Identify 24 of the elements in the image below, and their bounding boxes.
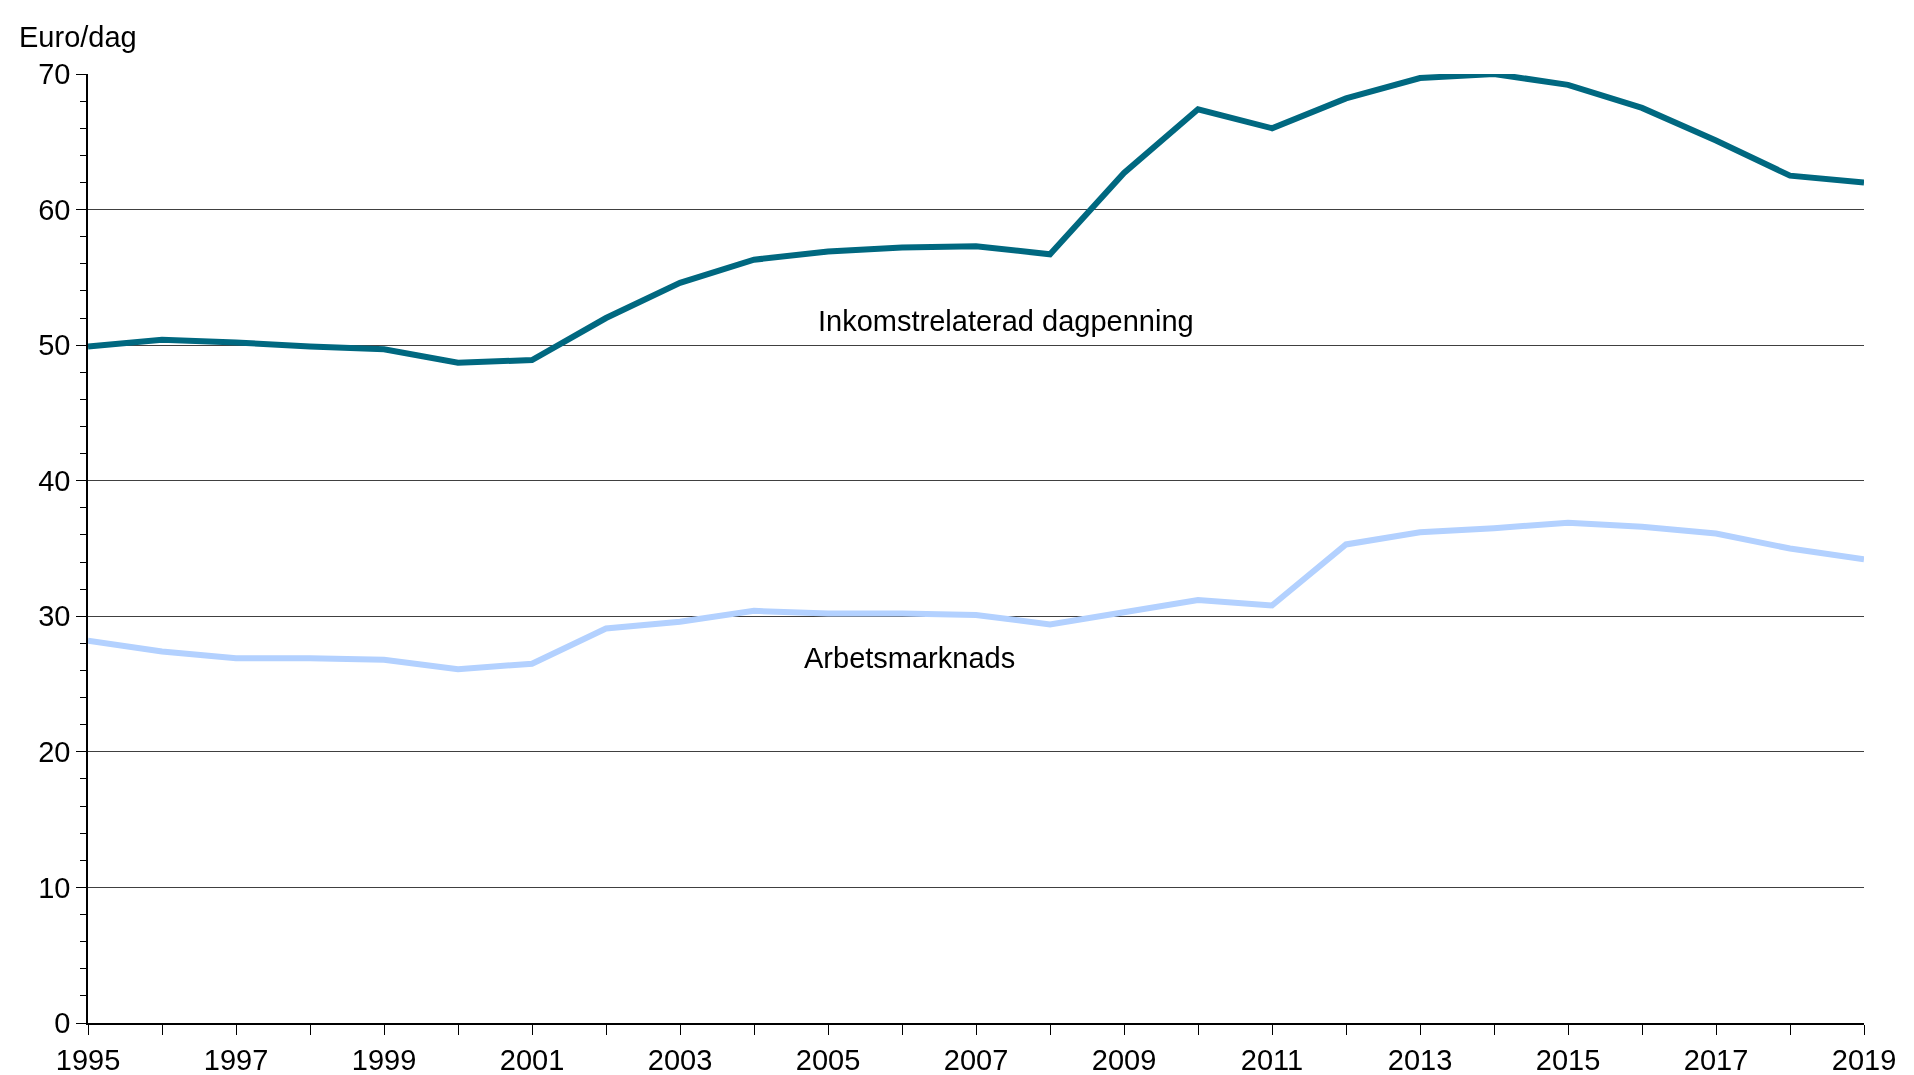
- x-tick-label: 1995: [55, 1043, 121, 1075]
- x-tick-label: 2013: [1387, 1043, 1453, 1075]
- y-tick-label: 50: [38, 329, 71, 362]
- x-tick-label: 2007: [943, 1043, 1009, 1075]
- x-tick-label: 2017: [1683, 1043, 1749, 1075]
- x-tick-label: 2001: [499, 1043, 565, 1075]
- x-tick-label: 2019: [1831, 1043, 1897, 1075]
- x-tick-label: 1999: [351, 1043, 417, 1075]
- y-tick-label: 10: [38, 871, 71, 904]
- x-tick-label: 2005: [795, 1043, 861, 1075]
- y-tick-label: 30: [38, 600, 71, 633]
- y-tick-label: 0: [54, 1007, 71, 1040]
- y-tick-label: 70: [38, 58, 71, 91]
- x-tick-label: 2003: [647, 1043, 713, 1075]
- y-axis-title: Euro/dag: [19, 21, 137, 53]
- x-tick-label: 2011: [1240, 1043, 1304, 1075]
- series-label: Arbetsmarknads: [804, 642, 1016, 674]
- x-tick-label: 1997: [203, 1043, 269, 1075]
- y-tick-label: 40: [38, 464, 71, 497]
- x-tick-label: 2009: [1091, 1043, 1157, 1075]
- y-tick-label: 60: [38, 193, 71, 226]
- series-label: Inkomstrelaterad dagpenning: [818, 305, 1194, 337]
- y-tick-label: 20: [38, 736, 71, 769]
- x-tick-label: 2015: [1535, 1043, 1601, 1075]
